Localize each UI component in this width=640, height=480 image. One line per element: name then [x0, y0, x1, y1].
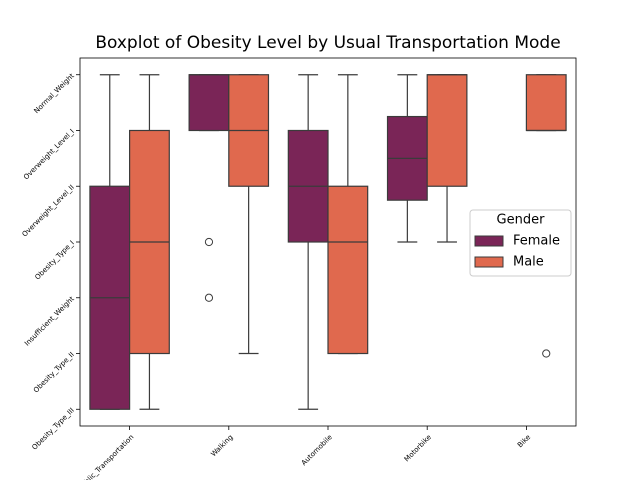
- legend-swatch: [474, 235, 504, 247]
- legend-label: Male: [513, 255, 544, 270]
- chart-title: Boxplot of Obesity Level by Usual Transp…: [95, 33, 560, 53]
- legend-title: Gender: [497, 213, 546, 228]
- legend-swatch: [474, 256, 504, 268]
- box: [188, 74, 230, 132]
- box: [426, 74, 468, 187]
- outlier: [204, 293, 214, 302]
- outlier: [204, 237, 214, 247]
- box: [327, 185, 369, 355]
- outlier: [542, 349, 551, 358]
- box: [525, 74, 567, 132]
- legend-label: Female: [513, 234, 560, 249]
- plot-frame: [79, 57, 577, 427]
